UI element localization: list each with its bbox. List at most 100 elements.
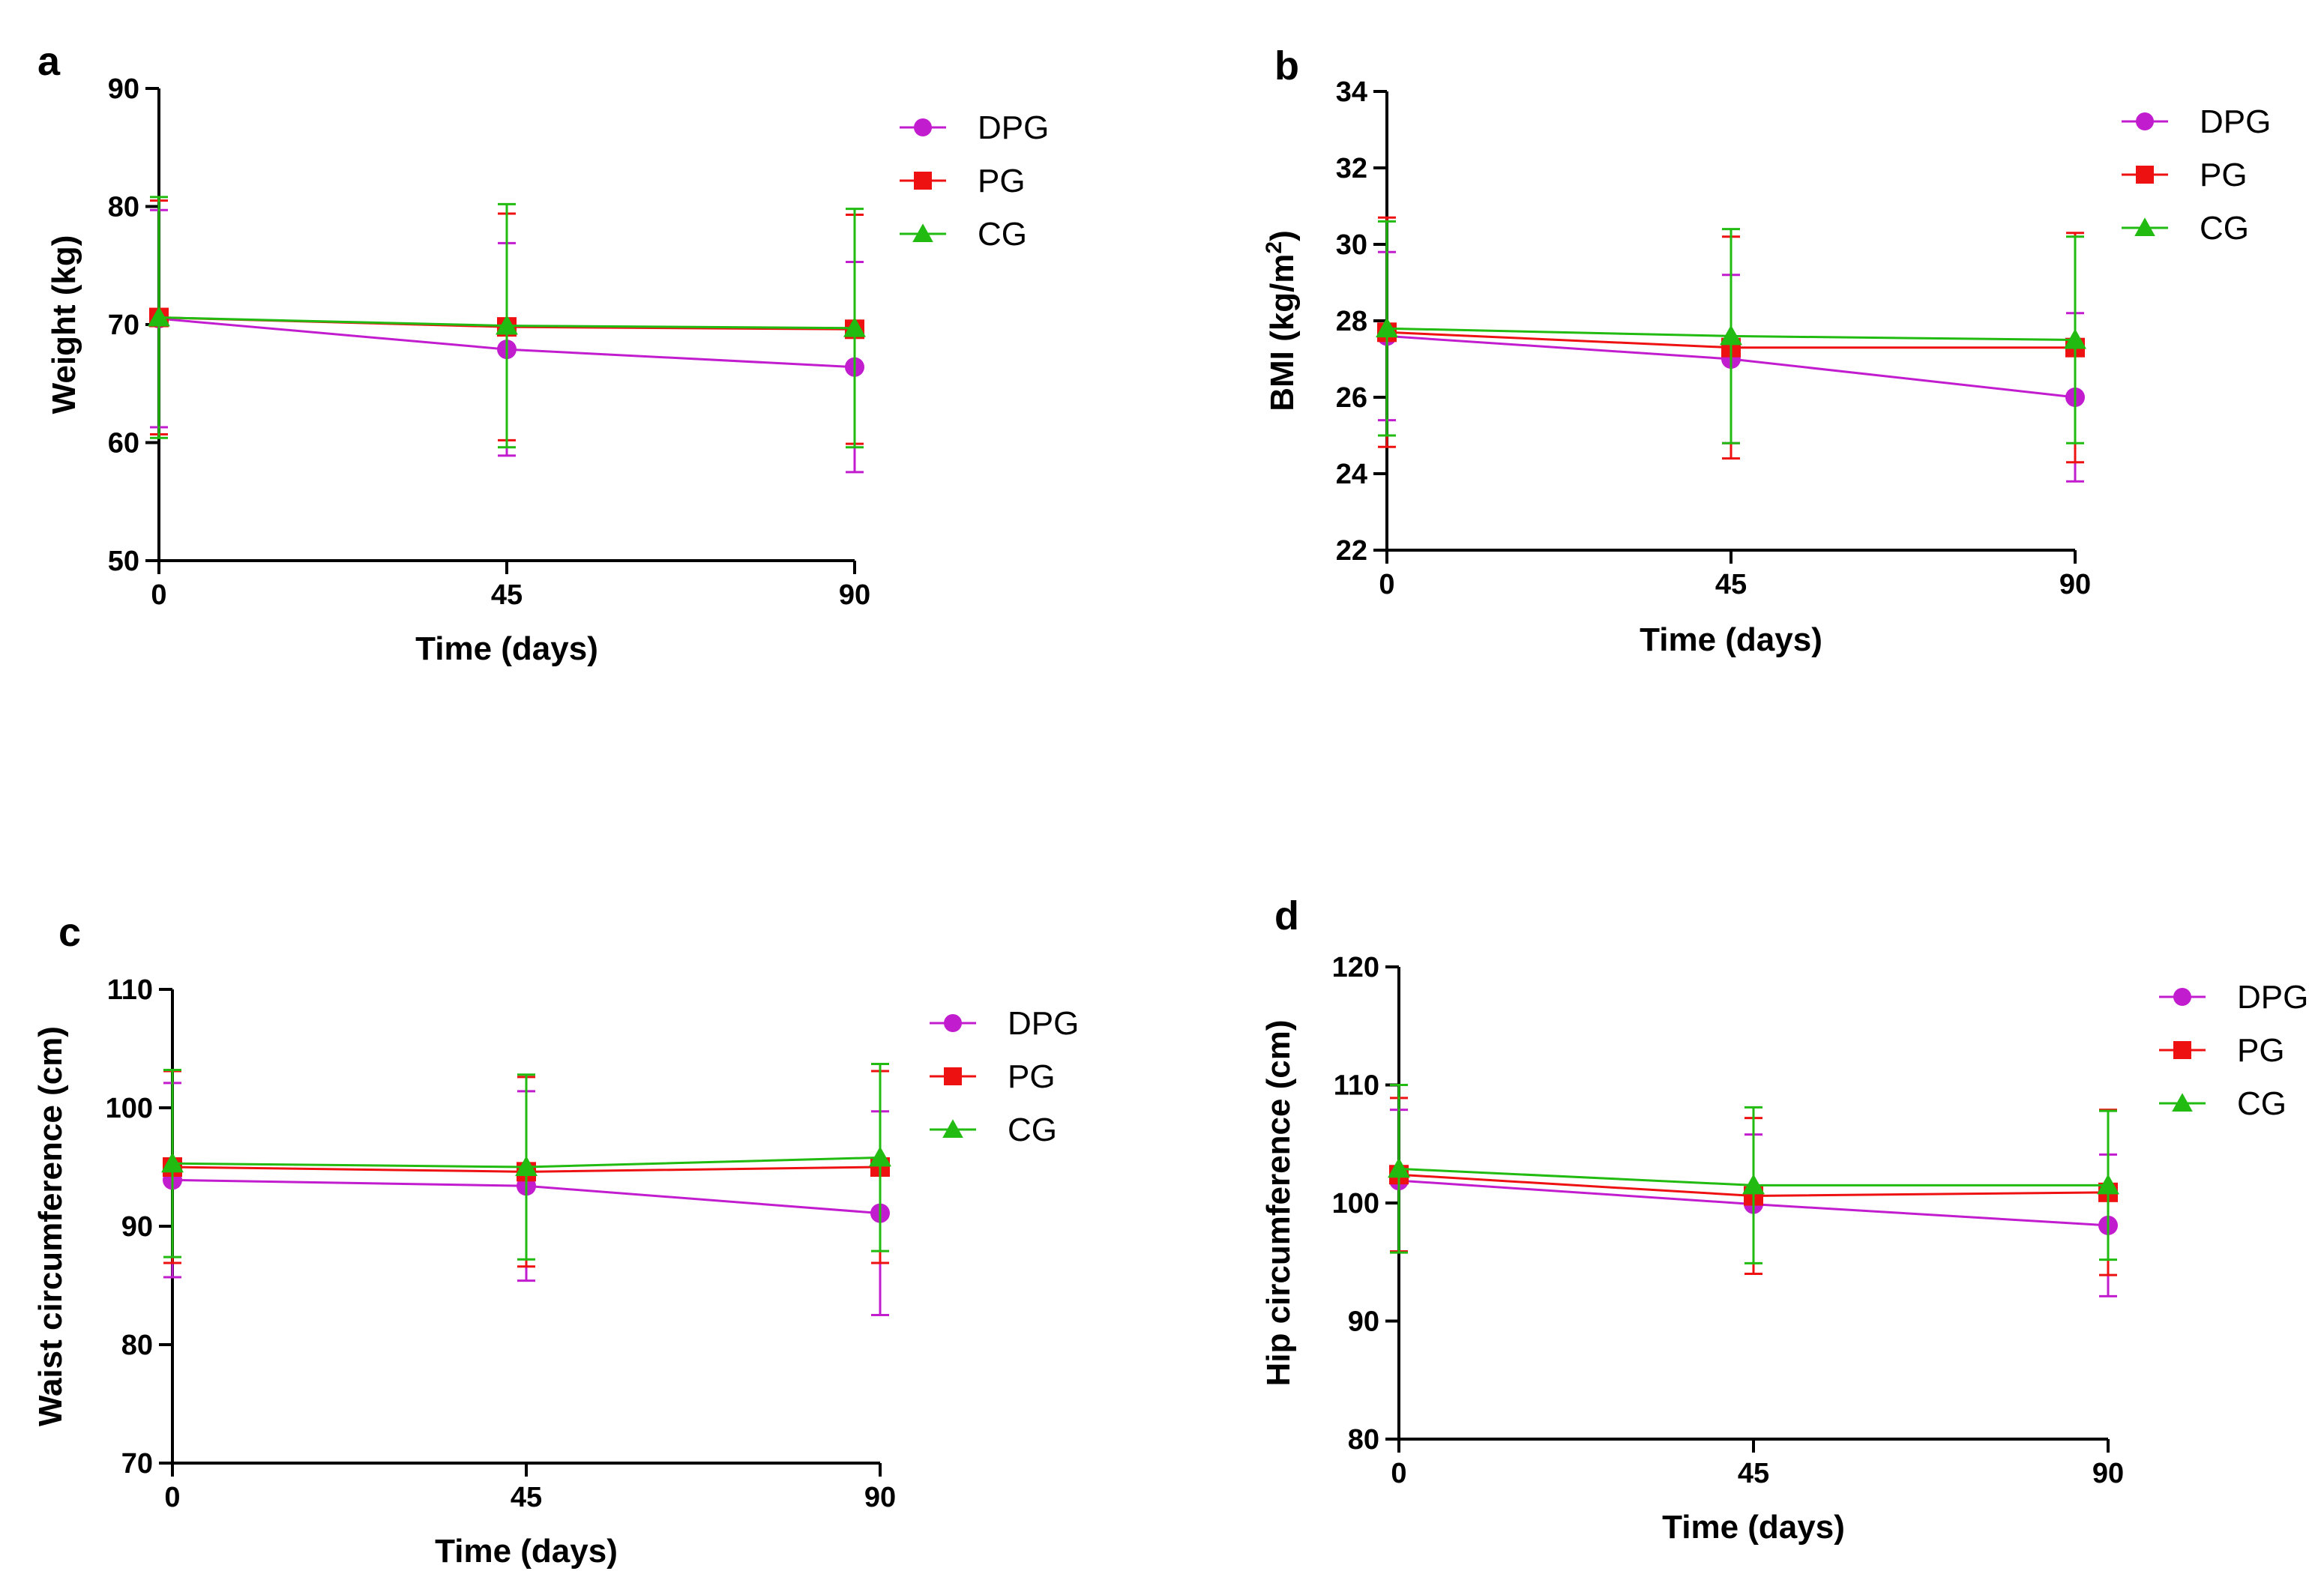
data-point-triangle: [1720, 325, 1742, 346]
legend: DPG PG CG: [2159, 979, 2308, 1122]
data-point-triangle: [1742, 1174, 1765, 1195]
y-tick-label: 30: [1336, 229, 1367, 261]
panel-d: d 80 90 100 110 120 0 45 90 Time (days) Hip circum…: [1260, 893, 2308, 1546]
x-tick-label: 0: [164, 1482, 180, 1513]
legend: DPG PG CG: [2122, 103, 2271, 247]
panel-letter: b: [1274, 43, 1299, 88]
panel-letter: a: [37, 39, 61, 84]
legend-label: CG: [2237, 1085, 2287, 1122]
x-tick-label: 90: [2059, 569, 2091, 600]
legend-label: DPG: [978, 109, 1049, 146]
x-tick-label: 90: [864, 1482, 896, 1513]
y-axis-title: Hip circumference (cm): [1260, 1019, 1297, 1386]
y-tick-label: 24: [1336, 459, 1367, 490]
y-tick-label: 100: [106, 1093, 153, 1124]
data-point-triangle: [869, 1146, 891, 1167]
data-point-triangle: [161, 1152, 184, 1173]
panel-a: a 50 60 70 80 90 0 45 90 Time (days) Weight (kg) DP…: [37, 39, 1049, 667]
y-axis-title: Waist circumference (cm): [32, 1026, 69, 1426]
y-axis-title: BMI (kg/m2): [1262, 230, 1301, 411]
y-tick-label: 32: [1336, 153, 1367, 184]
legend-marker-circle: [944, 1014, 962, 1032]
legend-marker-triangle: [2172, 1093, 2193, 1112]
legend-marker-square: [944, 1067, 962, 1085]
legend-label: DPG: [1008, 1005, 1079, 1042]
panel-letter: c: [58, 910, 81, 955]
x-tick-label: 45: [511, 1482, 542, 1513]
y-tick-label: 22: [1336, 535, 1367, 567]
data-point-triangle: [515, 1156, 538, 1176]
legend-label: DPG: [2200, 103, 2271, 140]
y-tick-label: 90: [108, 73, 139, 105]
y-tick-label: 120: [1332, 952, 1379, 983]
legend-marker-square: [2173, 1041, 2191, 1059]
x-tick-label: 45: [1715, 569, 1747, 600]
legend-label: CG: [978, 216, 1027, 253]
x-tick-label: 0: [151, 579, 166, 611]
y-tick-label: 26: [1336, 382, 1367, 414]
y-tick-label: 80: [121, 1330, 153, 1361]
legend-marker-circle: [2173, 988, 2191, 1006]
legend-marker-square: [914, 172, 932, 190]
panel-c: c 70 80 90 100 110 0 45 90 Time (days) Waist circu…: [32, 910, 1079, 1570]
legend-label: PG: [978, 163, 1026, 199]
legend-label: DPG: [2237, 979, 2308, 1016]
y-tick-label: 80: [108, 192, 139, 223]
y-axis-title-main: Hip circumference (cm): [1260, 1019, 1297, 1386]
legend-label: PG: [2237, 1032, 2285, 1069]
x-tick-label: 45: [1738, 1458, 1769, 1489]
y-axis-title-main: Waist circumference (cm): [32, 1026, 69, 1426]
y-tick-label: 110: [107, 974, 153, 1006]
data-point-triangle: [2097, 1174, 2119, 1195]
series-cg: [161, 1063, 891, 1261]
y-tick-label: 60: [108, 428, 139, 459]
y-tick-label: 100: [1332, 1188, 1379, 1219]
legend-label: PG: [1008, 1058, 1056, 1095]
y-axis-title-main: BMI (kg/m: [1264, 254, 1301, 411]
x-axis-title: Time (days): [1640, 621, 1822, 658]
legend-marker-circle: [2136, 112, 2154, 130]
y-axis-title: Weight (kg): [46, 235, 82, 414]
series-cg: [1376, 220, 2086, 444]
legend-marker-triangle: [942, 1119, 963, 1139]
y-tick-label: 70: [108, 310, 139, 341]
legend: DPG PG CG: [900, 109, 1049, 253]
x-axis-title: Time (days): [1662, 1509, 1845, 1546]
y-tick-label: 50: [108, 546, 139, 577]
data-point-triangle: [843, 316, 866, 337]
data-point-triangle: [1388, 1157, 1410, 1178]
y-tick-label: 28: [1336, 306, 1367, 337]
panel-letter: d: [1274, 893, 1299, 938]
data-point-triangle: [2064, 328, 2086, 349]
y-axis-title-main: Weight (kg): [46, 235, 82, 414]
legend-marker-triangle: [2134, 217, 2155, 237]
x-tick-label: 90: [2092, 1458, 2124, 1489]
legend-marker-triangle: [912, 223, 933, 243]
x-tick-label: 45: [491, 579, 523, 611]
x-axis-title: Time (days): [415, 630, 598, 667]
y-axis-title-tail: ): [1264, 230, 1301, 241]
legend-marker-circle: [914, 118, 932, 136]
data-point-triangle: [1376, 317, 1398, 338]
legend-label: CG: [1008, 1112, 1057, 1148]
y-tick-label: 80: [1348, 1424, 1379, 1456]
y-axis-title-sup: 2: [1262, 241, 1286, 254]
y-tick-label: 90: [1348, 1306, 1379, 1338]
data-point-triangle: [496, 314, 518, 335]
y-tick-label: 110: [1334, 1070, 1379, 1102]
y-tick-label: 90: [121, 1211, 153, 1243]
y-tick-label: 34: [1336, 76, 1367, 108]
x-tick-label: 0: [1379, 569, 1394, 600]
x-tick-label: 90: [839, 579, 870, 611]
legend: DPG PG CG: [930, 1005, 1079, 1148]
x-axis-title: Time (days): [435, 1533, 618, 1570]
legend-marker-square: [2136, 166, 2154, 184]
series-cg: [148, 196, 866, 449]
legend-label: PG: [2200, 157, 2248, 193]
panel-b: b 22 24 26 28 30 32 34 0 45 90 Time (days) BMI (kg/m…: [1262, 43, 2271, 658]
x-tick-label: 0: [1391, 1458, 1406, 1489]
y-tick-label: 70: [121, 1448, 153, 1480]
series-cg: [1388, 1084, 2119, 1264]
legend-label: CG: [2200, 210, 2249, 247]
